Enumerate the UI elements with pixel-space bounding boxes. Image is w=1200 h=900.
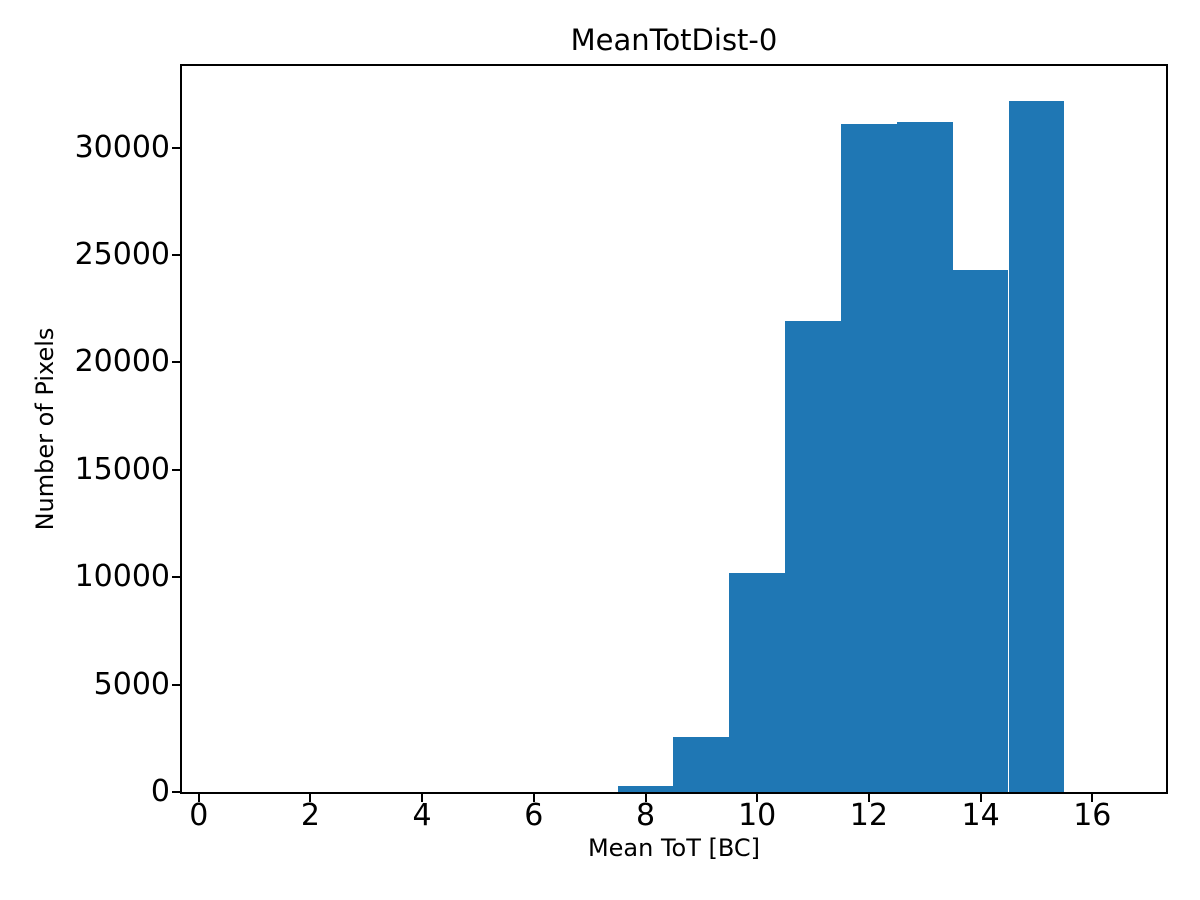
- y-tick-mark: [172, 361, 180, 364]
- histogram-bar: [785, 320, 841, 792]
- histogram-bar: [841, 124, 897, 792]
- y-tick-label: 0: [150, 774, 170, 809]
- y-tick-label: 10000: [74, 559, 170, 595]
- plot-area: [180, 64, 1168, 794]
- y-axis-label: Number of Pixels: [31, 327, 59, 531]
- x-tick-label: 2: [300, 798, 320, 833]
- x-tick-label: 12: [849, 798, 888, 833]
- y-tick-mark: [172, 254, 180, 256]
- x-tick-mark: [979, 794, 982, 802]
- histogram-bar: [729, 572, 786, 792]
- x-tick-mark: [867, 794, 870, 802]
- x-tick-mark: [309, 794, 312, 802]
- x-tick-label: 10: [738, 798, 777, 833]
- histogram-bar: [617, 785, 674, 792]
- x-tick-label: 4: [412, 798, 432, 833]
- x-tick-label: 0: [189, 798, 209, 833]
- y-tick-mark: [172, 576, 180, 579]
- x-axis-label: Mean ToT [BC]: [587, 834, 761, 862]
- x-tick-label: 8: [635, 798, 656, 833]
- y-tick-mark: [172, 468, 180, 471]
- x-tick-mark: [644, 794, 647, 802]
- histogram-bar: [896, 121, 953, 792]
- y-tick-mark: [172, 791, 180, 793]
- bars-layer: [182, 66, 1166, 792]
- y-tick-label: 25000: [74, 237, 170, 272]
- y-tick-mark: [172, 683, 180, 686]
- histogram-bar: [673, 737, 730, 792]
- y-tick-mark: [172, 146, 180, 149]
- histogram-bar: [952, 270, 1009, 792]
- x-tick-label: 6: [524, 798, 544, 833]
- x-tick-mark: [421, 794, 424, 802]
- x-tick-mark: [756, 794, 759, 802]
- y-tick-label: 15000: [74, 451, 170, 487]
- x-tick-mark: [1091, 794, 1094, 802]
- x-tick-mark: [197, 794, 200, 802]
- y-tick-label: 30000: [74, 129, 170, 165]
- chart-title: MeanTotDist-0: [570, 23, 778, 57]
- y-tick-label: 20000: [74, 344, 170, 380]
- y-tick-label: 5000: [93, 666, 170, 702]
- histogram-bar: [1008, 101, 1065, 792]
- x-tick-mark: [532, 794, 535, 802]
- x-tick-label: 14: [961, 798, 1000, 833]
- x-tick-label: 16: [1073, 798, 1112, 833]
